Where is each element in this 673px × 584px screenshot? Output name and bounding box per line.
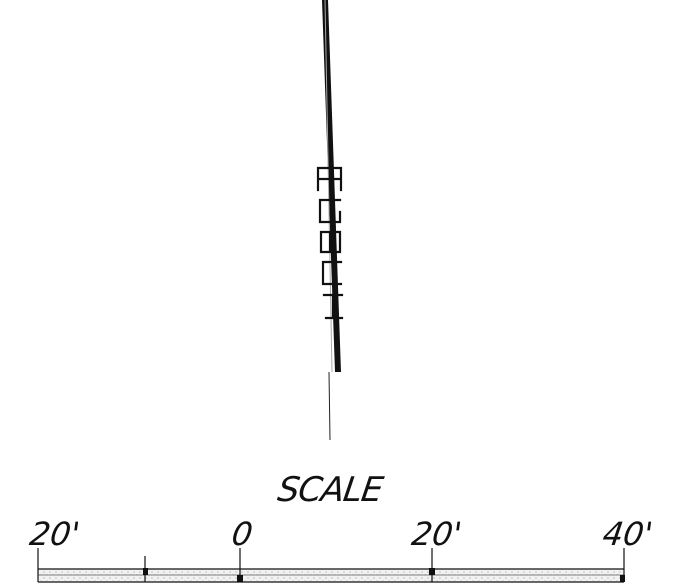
bearing-glyph-4 xyxy=(321,260,343,286)
tick-block-minus-10 xyxy=(143,568,148,575)
scale-bar xyxy=(37,548,625,583)
boundary-line xyxy=(322,0,341,441)
tick-label-40: 40' xyxy=(600,515,656,553)
boundary-thin-segment xyxy=(324,0,333,373)
bearing-label-graphic xyxy=(316,166,344,320)
bearing-glyph-5 xyxy=(322,293,344,320)
centerline xyxy=(328,371,331,441)
boundary-thick-segment xyxy=(322,0,341,372)
tick-label-minus-20: 20' xyxy=(27,515,83,553)
tick-block-40 xyxy=(620,575,625,582)
scale-title: SCALE xyxy=(275,470,385,510)
scale-bar-fill xyxy=(38,569,624,582)
tick-block-20 xyxy=(429,568,435,575)
tick-label-20: 20' xyxy=(409,515,465,553)
bearing-glyph-3 xyxy=(319,230,342,254)
bearing-glyph-2 xyxy=(318,198,342,224)
tick-block-0 xyxy=(237,575,243,582)
bearing-glyph-1 xyxy=(316,166,343,192)
